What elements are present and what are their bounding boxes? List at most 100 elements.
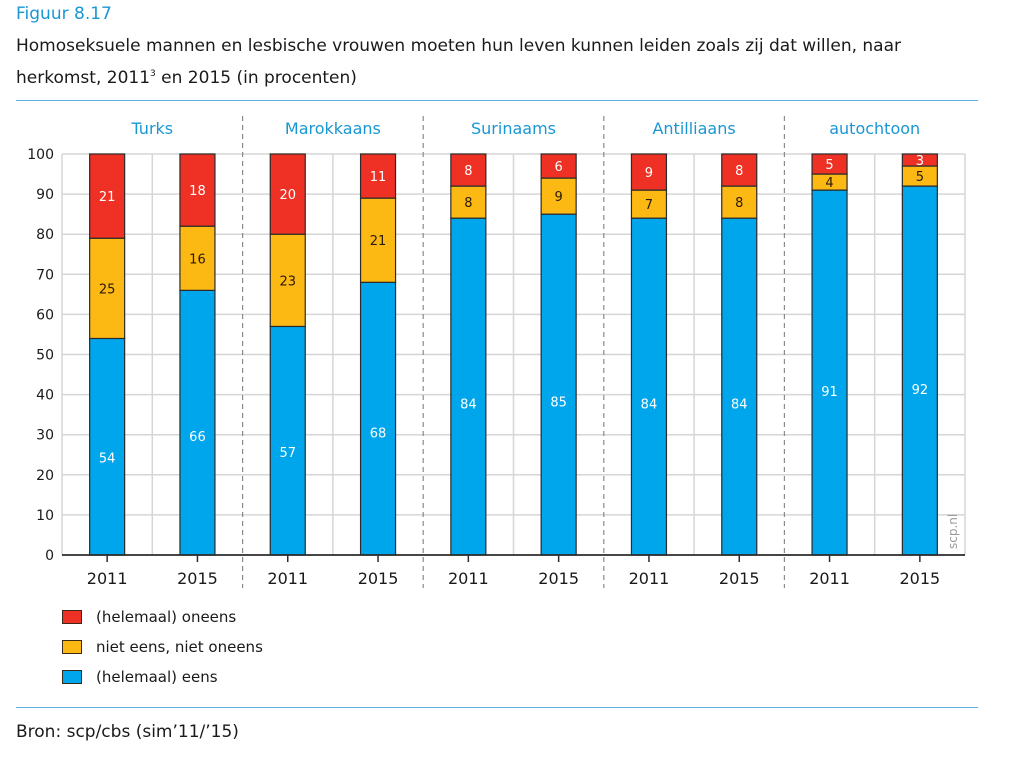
y-tick-label: 30 bbox=[36, 428, 54, 444]
legend-label-neutraal: niet eens, niet oneens bbox=[96, 638, 263, 656]
legend-item-eens: (helemaal) eens bbox=[62, 662, 263, 692]
data-label: 5 bbox=[825, 158, 833, 173]
data-label: 91 bbox=[821, 385, 838, 400]
legend-swatch-eens bbox=[62, 670, 82, 684]
x-tick-label: 2015 bbox=[899, 569, 940, 588]
bar-segment-eens bbox=[89, 337, 126, 556]
bar-segment-oneens bbox=[179, 153, 216, 227]
bar-segment-oneens bbox=[540, 153, 577, 179]
bar-segment-eens bbox=[359, 281, 397, 556]
bar-segment-oneens bbox=[901, 153, 938, 167]
bar-segment-eens bbox=[811, 189, 848, 556]
legend-swatch-oneens bbox=[62, 610, 82, 624]
y-tick-label: 0 bbox=[45, 548, 54, 564]
data-label: 85 bbox=[550, 396, 567, 411]
legend-swatch-neutraal bbox=[62, 640, 82, 654]
y-tick-label: 90 bbox=[36, 187, 54, 203]
bar-segment-oneens bbox=[630, 153, 668, 191]
data-label: 92 bbox=[912, 383, 929, 398]
source-note: Bron: scp/cbs (sim’11/’15) bbox=[16, 722, 239, 742]
data-label: 18 bbox=[189, 184, 206, 199]
bar-segment-neutraal bbox=[359, 197, 397, 283]
bar-segment-eens bbox=[179, 289, 216, 556]
data-label: 9 bbox=[645, 166, 653, 181]
watermark: scp.nl bbox=[946, 514, 960, 549]
data-label: 8 bbox=[735, 196, 743, 211]
legend: (helemaal) oneens niet eens, niet oneens… bbox=[62, 602, 263, 692]
data-label: 54 bbox=[99, 452, 116, 467]
x-tick-label: 2011 bbox=[267, 569, 308, 588]
group-label: Turks bbox=[130, 119, 173, 138]
bar-segment-oneens bbox=[89, 153, 126, 239]
group-label: Antilliaans bbox=[652, 119, 735, 138]
top-divider bbox=[16, 100, 978, 101]
data-label: 68 bbox=[370, 426, 387, 441]
data-label: 23 bbox=[279, 274, 296, 289]
bar-segment-eens bbox=[540, 213, 577, 556]
bar-segment-oneens bbox=[811, 153, 848, 175]
data-label: 6 bbox=[555, 160, 563, 175]
data-label: 21 bbox=[370, 234, 387, 249]
x-tick-label: 2011 bbox=[809, 569, 850, 588]
stacked-bar-chart: 0 10 20 30 40 50 60 70 80 90 100 Turks Marokkaans Sur… bbox=[27, 116, 966, 588]
data-label: 20 bbox=[279, 188, 296, 203]
y-tick-label: 70 bbox=[36, 267, 54, 283]
x-tick-label: 2015 bbox=[358, 569, 399, 588]
bottom-divider bbox=[16, 707, 978, 708]
x-tick-label: 2011 bbox=[629, 569, 670, 588]
x-tick-label: 2011 bbox=[448, 569, 489, 588]
figure-label: Figuur 8.17 bbox=[16, 4, 112, 24]
data-label: 9 bbox=[555, 190, 563, 205]
legend-label-eens: (helemaal) eens bbox=[96, 668, 218, 686]
data-label: 25 bbox=[99, 282, 116, 297]
data-label: 16 bbox=[189, 252, 206, 267]
bar-segment-oneens bbox=[359, 153, 397, 199]
data-label: 8 bbox=[464, 196, 472, 211]
legend-label-oneens: (helemaal) oneens bbox=[96, 608, 237, 626]
bar-segment-eens bbox=[721, 217, 758, 556]
data-label: 84 bbox=[460, 397, 477, 412]
title-text-end: en 2015 (in procenten) bbox=[155, 68, 357, 88]
data-label: 57 bbox=[279, 446, 296, 461]
bar-segment-neutraal bbox=[269, 233, 306, 328]
bar-segment-neutraal bbox=[630, 189, 668, 219]
data-label: 4 bbox=[825, 176, 833, 191]
y-tick-label: 50 bbox=[36, 348, 54, 364]
y-tick-label: 80 bbox=[36, 227, 54, 243]
group-label: autochtoon bbox=[829, 119, 920, 138]
data-label: 7 bbox=[645, 198, 653, 213]
data-label: 3 bbox=[916, 154, 924, 169]
legend-item-oneens: (helemaal) oneens bbox=[62, 602, 263, 632]
y-tick-label: 40 bbox=[36, 388, 54, 404]
bar-segment-eens bbox=[450, 217, 487, 556]
x-tick-label: 2015 bbox=[177, 569, 218, 588]
bar-segment-oneens bbox=[721, 153, 758, 187]
bar-segment-neutraal bbox=[450, 185, 487, 219]
y-tick-label: 20 bbox=[36, 468, 54, 484]
data-label: 8 bbox=[464, 164, 472, 179]
data-label: 11 bbox=[370, 170, 387, 185]
bar-segment-neutraal bbox=[179, 225, 216, 291]
y-tick-label: 10 bbox=[36, 508, 54, 524]
data-label: 21 bbox=[99, 190, 116, 205]
chart-title: Homoseksuele mannen en lesbische vrouwen… bbox=[16, 32, 976, 92]
data-label: 84 bbox=[641, 397, 658, 412]
data-label: 66 bbox=[189, 430, 206, 445]
x-tick-label: 2015 bbox=[538, 569, 579, 588]
x-tick-label: 2015 bbox=[719, 569, 760, 588]
bar-segment-oneens bbox=[269, 153, 306, 235]
group-label: Marokkaans bbox=[285, 119, 381, 138]
title-footnote: 3 bbox=[150, 69, 156, 79]
y-tick-label: 60 bbox=[36, 307, 54, 323]
data-label: 84 bbox=[731, 397, 748, 412]
bar-segment-eens bbox=[901, 185, 938, 556]
data-label: 8 bbox=[735, 164, 743, 179]
group-label: Surinaams bbox=[471, 119, 556, 138]
legend-item-neutraal: niet eens, niet oneens bbox=[62, 632, 263, 662]
y-tick-label: 100 bbox=[27, 147, 54, 163]
bar-segment-eens bbox=[269, 325, 306, 556]
data-label: 5 bbox=[916, 170, 924, 185]
bar-segment-oneens bbox=[450, 153, 487, 187]
x-tick-label: 2011 bbox=[87, 569, 128, 588]
title-text: Homoseksuele mannen en lesbische vrouwen… bbox=[16, 36, 902, 88]
